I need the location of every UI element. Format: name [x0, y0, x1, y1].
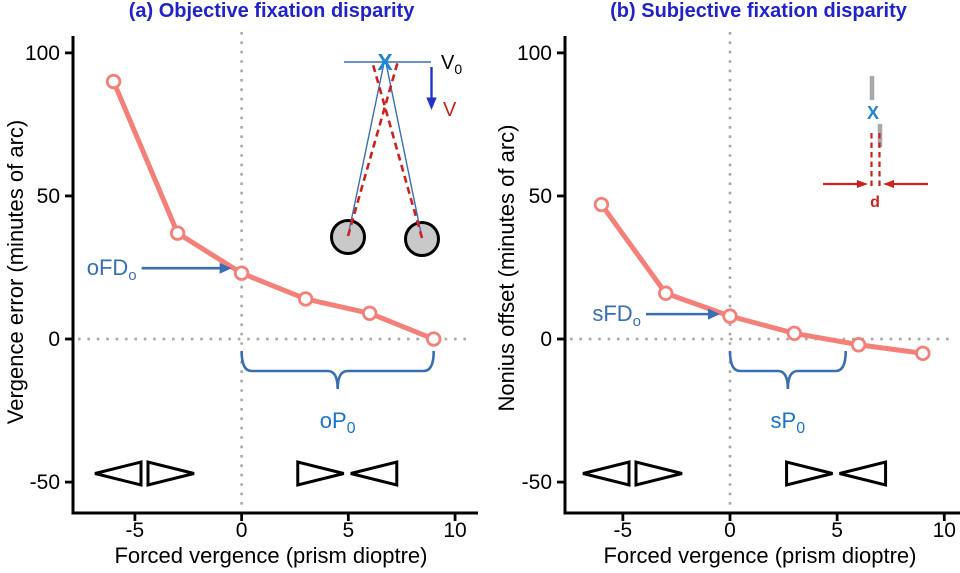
x-tick-label: -5 — [126, 519, 145, 542]
adaptation-range-brace — [728, 350, 848, 390]
vergence-decrease-arrowhead — [426, 97, 437, 110]
left-eye — [330, 219, 366, 255]
data-point-marker — [850, 337, 867, 353]
data-point-marker — [105, 73, 122, 90]
y-tick-label: 100 — [517, 42, 552, 65]
x-tick-label: 10 — [933, 519, 956, 542]
base-out-prism-icon — [350, 460, 399, 487]
p-label: oP0 — [320, 408, 356, 437]
base-in-prism-icon — [94, 460, 143, 487]
x-tick-label: 10 — [443, 519, 466, 542]
actual-vergence-label: V — [443, 99, 457, 121]
fd-arrow-head — [219, 262, 232, 274]
data-point-marker — [786, 325, 802, 342]
y-tick-label: 0 — [540, 328, 552, 351]
fd-label: sFDo — [592, 301, 641, 330]
x-tick-label: 5 — [342, 519, 354, 542]
panel-a-x-axis-label: Forced vergence (prism dioptre) — [114, 543, 428, 568]
base-out-prism-icon — [785, 460, 833, 487]
panel-b-x-axis-label: Forced vergence (prism dioptre) — [603, 543, 917, 568]
data-point-marker — [722, 308, 738, 324]
y-tick-label: 50 — [37, 185, 60, 208]
series-line — [599, 203, 924, 356]
left-eye-vergence-line — [346, 60, 400, 237]
p-label: sP0 — [771, 408, 806, 437]
x-tick-label: 5 — [831, 519, 843, 542]
data-point-marker — [426, 331, 442, 347]
data-point-marker — [169, 225, 186, 241]
fd-label: oFDo — [87, 255, 137, 284]
y-tick-label: -50 — [522, 471, 552, 494]
base-in-prism-icon — [146, 460, 195, 487]
left-eye-sightline — [347, 62, 385, 237]
data-point-marker — [658, 285, 674, 301]
data-point-marker — [361, 305, 378, 321]
fixation-cross: X — [377, 49, 393, 75]
y-tick-label: 0 — [48, 328, 60, 351]
x-tick-label: 0 — [724, 519, 736, 542]
offset-arrow-left-head — [857, 180, 868, 188]
data-point-marker — [297, 291, 314, 307]
base-in-prism-icon — [582, 460, 631, 487]
nonius-offset-label: d — [870, 194, 880, 211]
data-point-marker — [233, 265, 250, 281]
right-eye-vergence-line — [370, 60, 424, 239]
adaptation-range-brace — [240, 350, 436, 390]
data-point-marker — [593, 196, 610, 213]
offset-arrow-right-head — [883, 180, 894, 188]
x-tick-label: -5 — [614, 519, 633, 542]
series-line — [111, 80, 435, 342]
target-vergence-label: V0 — [441, 52, 462, 77]
base-out-prism-icon — [839, 460, 888, 487]
y-tick-label: -50 — [30, 471, 60, 494]
base-in-prism-icon — [634, 460, 683, 487]
x-tick-label: 0 — [236, 519, 248, 542]
panel-b-title: (b) Subjective fixation disparity — [610, 0, 907, 22]
fixation-cross: X — [867, 103, 879, 123]
y-tick-label: 50 — [529, 185, 552, 208]
right-eye-sightline — [385, 62, 423, 239]
fd-arrow-head — [708, 308, 720, 320]
base-out-prism-icon — [296, 460, 345, 487]
right-eye — [404, 221, 440, 257]
data-point-marker — [915, 345, 931, 362]
y-tick-label: 100 — [25, 42, 60, 65]
panel-a-title: (a) Objective fixation disparity — [128, 0, 415, 22]
